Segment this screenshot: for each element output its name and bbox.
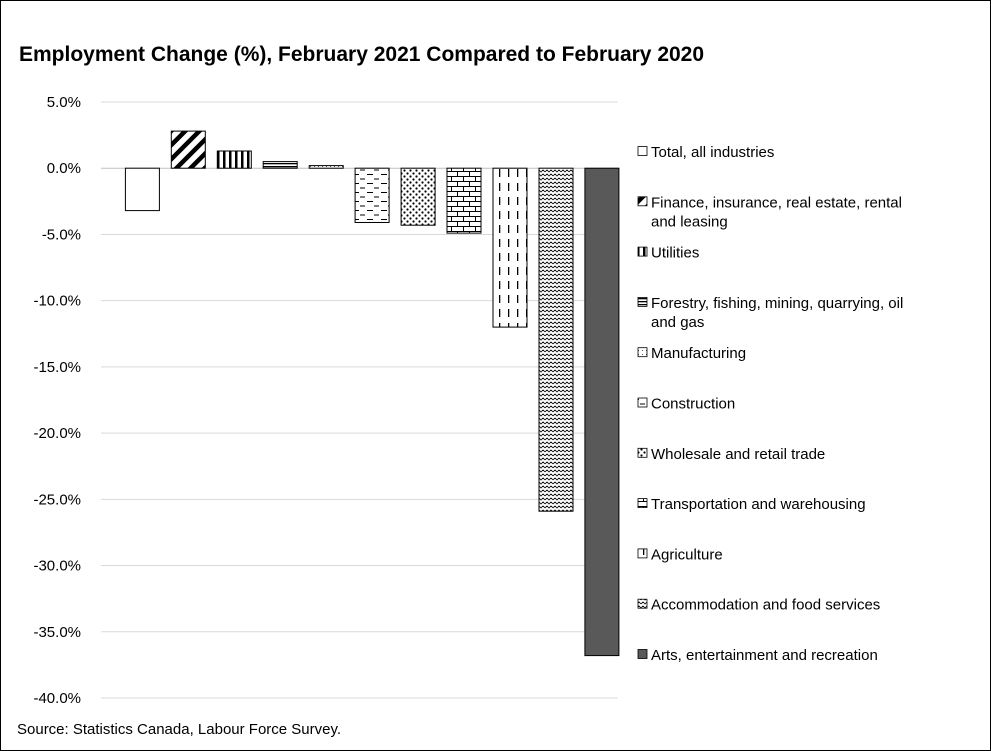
legend-swatch [637, 397, 648, 408]
bar-agriculture [492, 167, 528, 328]
legend-swatch [637, 196, 648, 207]
legend-label: Finance, insurance, real estate, rental [651, 194, 902, 211]
gridlines [101, 101, 618, 699]
legend-label: Accommodation and food services [651, 597, 880, 614]
legend-label: and gas [651, 314, 704, 331]
y-tick-label: -20.0% [33, 425, 81, 442]
legend-swatch [637, 548, 648, 559]
legend-label: Arts, entertainment and recreation [651, 647, 878, 664]
y-tick-label: -25.0% [33, 491, 81, 508]
y-tick-label: -40.0% [33, 690, 81, 707]
legend-label: Manufacturing [651, 345, 746, 362]
chart-title: Employment Change (%), February 2021 Com… [19, 43, 705, 66]
legend-swatch [637, 498, 648, 509]
legend-swatch [637, 447, 648, 458]
legend-swatch [637, 296, 648, 307]
legend-label: Construction [651, 396, 735, 413]
legend-label: Utilities [651, 245, 699, 262]
legend-swatch [637, 598, 648, 609]
bar-transportation-and-warehousing [446, 167, 482, 234]
legend-swatch [637, 146, 648, 156]
legend-swatch [637, 246, 648, 257]
bar-utilities [216, 150, 252, 169]
legend: Total, all industries Finance, insurance,… [637, 144, 903, 664]
y-tick-label: -30.0% [33, 558, 81, 575]
bar-finance-insurance-real-estate-rental-and-leasing [170, 130, 206, 169]
source-note: Source: Statistics Canada, Labour Force … [17, 721, 342, 738]
legend-label: Forestry, fishing, mining, quarrying, oi… [651, 295, 903, 312]
bar-construction [354, 167, 390, 223]
legend-label: and leasing [651, 213, 728, 230]
y-tick-label: 5.0% [47, 94, 81, 111]
bar-manufacturing [308, 165, 344, 169]
y-tick-label: 0.0% [47, 160, 81, 177]
y-tick-label: -15.0% [33, 359, 81, 376]
bar-wholesale-and-retail-trade [400, 167, 436, 226]
legend-swatch [637, 649, 648, 659]
legend-swatch [637, 347, 648, 358]
bar-total-all-industries [124, 167, 160, 212]
y-tick-label: -35.0% [33, 624, 81, 641]
y-tick-label: -5.0% [42, 226, 81, 243]
legend-label: Agriculture [651, 546, 723, 563]
bar-arts-entertainment-and-recreation [584, 167, 620, 657]
bar-accommodation-and-food-services [538, 167, 574, 512]
legend-label: Wholesale and retail trade [651, 446, 825, 463]
bars [124, 130, 620, 657]
bar-forestry-fishing-mining-quarrying-oil-and-gas [262, 161, 298, 169]
legend-label: Transportation and warehousing [651, 496, 866, 513]
y-tick-label: -10.0% [33, 293, 81, 310]
y-axis-tick-labels: 5.0% 0.0% -5.0% -10.0% -15.0% -20.0% -25.0% -30… [33, 94, 81, 707]
legend-label: Total, all industries [651, 144, 774, 161]
